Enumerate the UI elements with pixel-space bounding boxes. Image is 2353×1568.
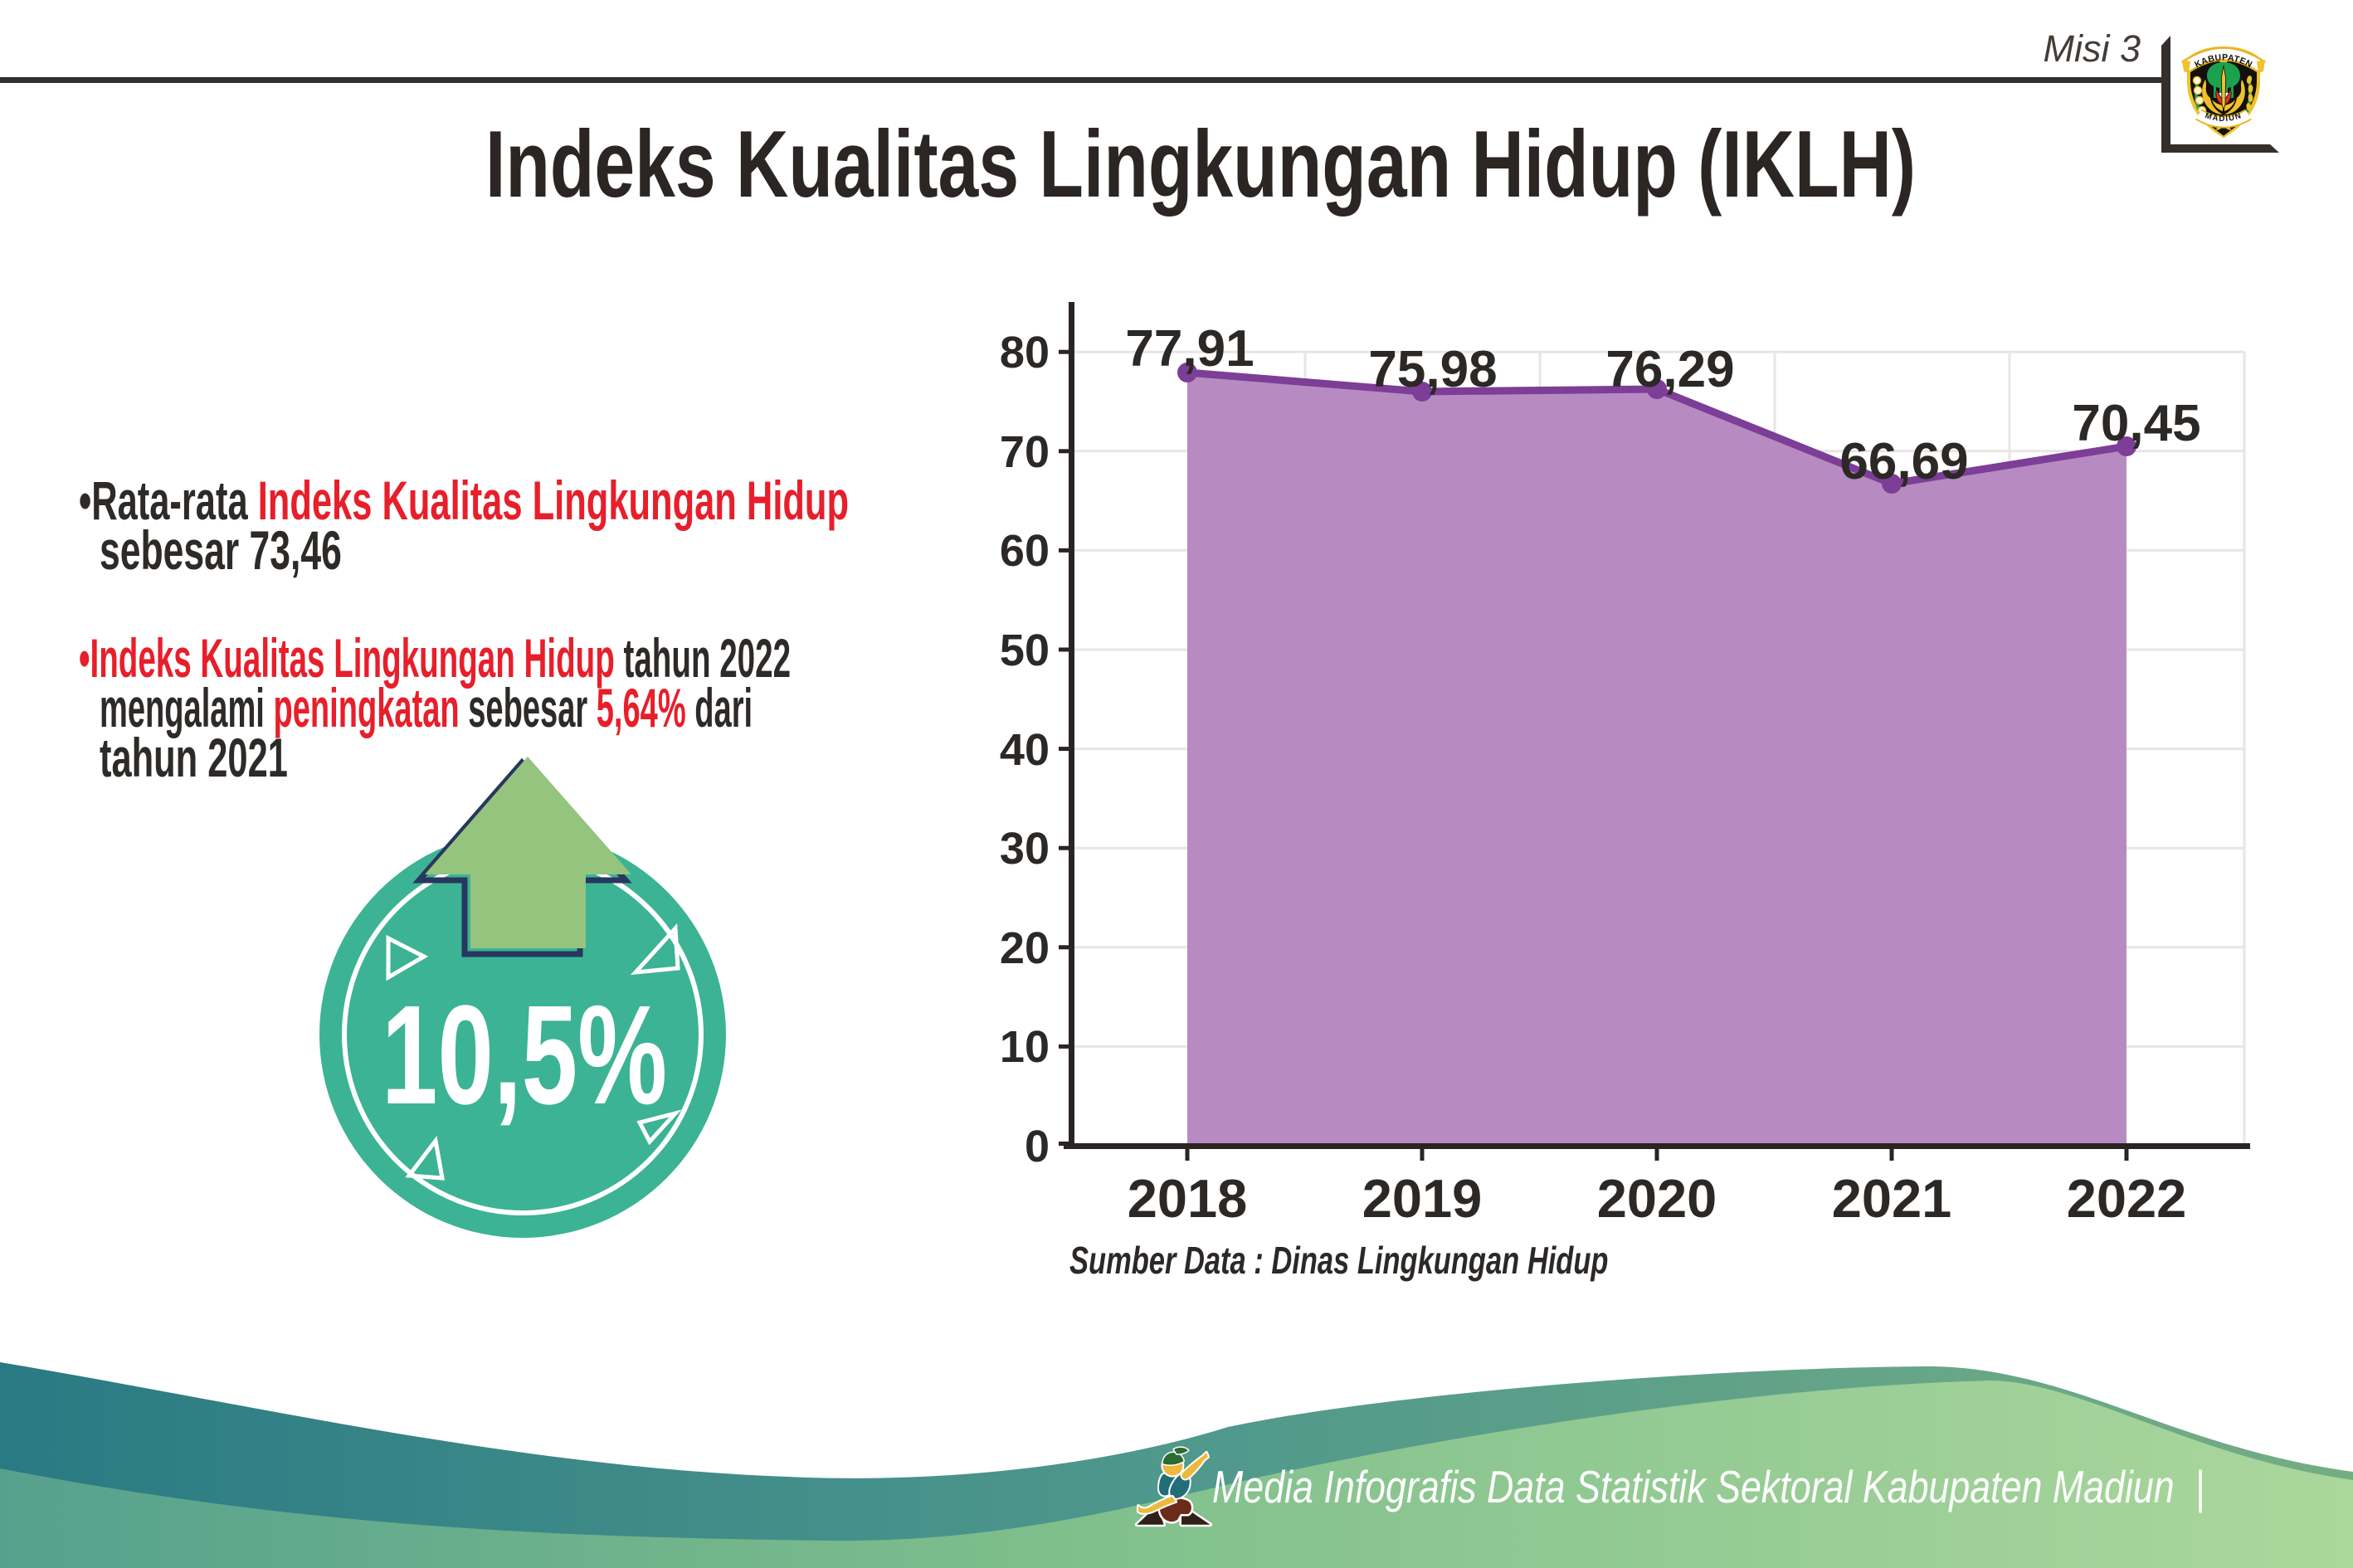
- svg-text:2021: 2021: [1832, 1168, 1952, 1229]
- svg-text:77,91: 77,91: [1125, 320, 1254, 377]
- svg-text:75,98: 75,98: [1368, 341, 1497, 398]
- svg-text:20: 20: [1000, 923, 1050, 973]
- svg-text:2022: 2022: [2067, 1168, 2187, 1229]
- svg-text:70,45: 70,45: [2072, 395, 2200, 452]
- svg-text:10: 10: [1000, 1022, 1050, 1072]
- svg-text:50: 50: [1000, 626, 1050, 675]
- svg-text:66,69: 66,69: [1839, 433, 1968, 490]
- svg-text:Sumber Data : Dinas Lingkungan: Sumber Data : Dinas Lingkungan Hidup: [1069, 1239, 1609, 1282]
- svg-text:2018: 2018: [1128, 1168, 1248, 1229]
- svg-text:MADIUN: MADIUN: [2204, 111, 2243, 124]
- svg-text:30: 30: [1000, 824, 1050, 874]
- svg-text:2020: 2020: [1597, 1168, 1717, 1229]
- svg-text:10,5%: 10,5%: [382, 976, 667, 1134]
- svg-text:70: 70: [1000, 427, 1050, 477]
- svg-text:2019: 2019: [1362, 1168, 1483, 1229]
- svg-text:60: 60: [1000, 526, 1050, 576]
- svg-text:0: 0: [1025, 1122, 1050, 1171]
- svg-text:80: 80: [1000, 328, 1050, 377]
- svg-text:40: 40: [1000, 725, 1050, 775]
- svg-text:76,29: 76,29: [1605, 341, 1734, 398]
